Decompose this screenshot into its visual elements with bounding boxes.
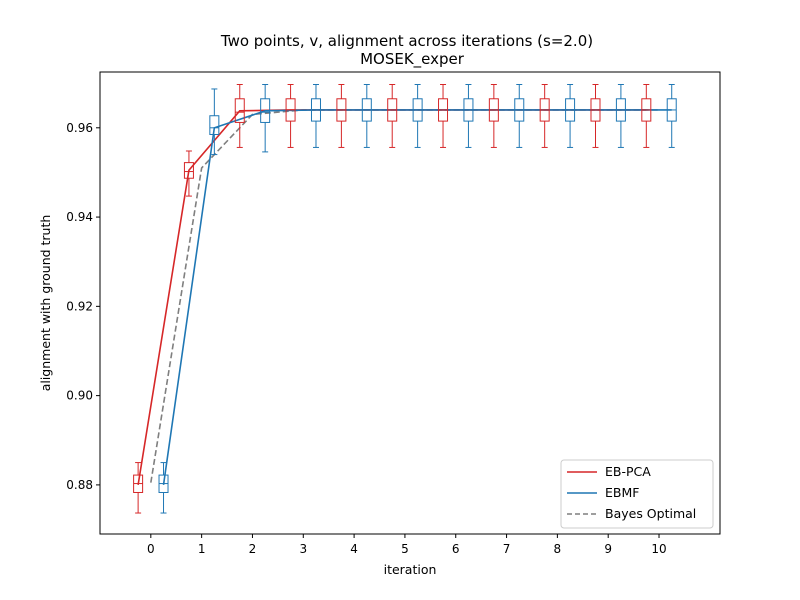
y-axis-label: alignment with ground truth [38, 215, 53, 392]
chart-title: Two points, v, alignment across iteratio… [220, 32, 593, 50]
box-ebmf [666, 83, 677, 148]
legend-frame [560, 459, 714, 529]
box-body [260, 98, 271, 123]
legend-label-eb-pca: EB-PCA [605, 464, 651, 479]
y-axis: 0.88 0.90 0.92 0.94 0.96 [66, 121, 100, 492]
plot-content [133, 83, 677, 514]
y-tick-label: 0.92 [66, 299, 93, 313]
box-ebmf [565, 83, 576, 148]
plot-frame [99, 71, 721, 535]
box-eb-pca [488, 83, 499, 148]
box-ebmf [463, 83, 474, 148]
y-tick-label: 0.96 [66, 121, 93, 135]
x-tick-label: 4 [350, 542, 358, 556]
box-eb-pca [285, 83, 296, 148]
box-body [209, 115, 220, 135]
x-tick-label: 8 [554, 542, 562, 556]
x-axis-label: iteration [384, 562, 437, 577]
box-ebmf [310, 83, 321, 148]
x-tick-label: 9 [604, 542, 612, 556]
box-ebmf [412, 83, 423, 148]
y-tick-label: 0.94 [66, 210, 93, 224]
box-eb-pca [438, 83, 449, 148]
box-eb-pca [387, 83, 398, 148]
box-ebmf [615, 83, 626, 148]
x-tick-label: 10 [651, 542, 666, 556]
box-eb-pca [539, 83, 550, 148]
box-eb-pca [336, 83, 347, 148]
x-tick-label: 1 [198, 542, 206, 556]
box-eb-pca [133, 462, 144, 514]
y-tick-label: 0.90 [66, 389, 93, 403]
chart-subtitle: MOSEK_exper [360, 50, 465, 69]
x-tick-label: 2 [249, 542, 257, 556]
box-body [183, 162, 194, 179]
box-ebmf [260, 83, 271, 153]
y-tick-label: 0.88 [66, 478, 93, 492]
x-tick-label: 3 [299, 542, 307, 556]
legend-label-bayes-optimal: Bayes Optimal [605, 506, 696, 521]
box-ebmf [514, 83, 525, 148]
box-eb-pca [234, 83, 245, 148]
x-tick-label: 0 [147, 542, 155, 556]
box-eb-pca [590, 83, 601, 148]
x-tick-label: 5 [401, 542, 409, 556]
box-ebmf [209, 88, 220, 156]
legend-label-ebmf: EBMF [605, 485, 639, 500]
box-eb-pca [641, 83, 652, 148]
box-ebmf [158, 462, 169, 514]
x-axis: 0 1 2 3 4 5 6 7 8 9 10 [147, 534, 667, 556]
x-tick-label: 7 [503, 542, 511, 556]
legend: EB-PCA EBMF Bayes Optimal [560, 459, 714, 529]
box-eb-pca [183, 150, 194, 197]
box-ebmf [361, 83, 372, 148]
x-tick-label: 6 [452, 542, 460, 556]
box-body [234, 98, 245, 123]
